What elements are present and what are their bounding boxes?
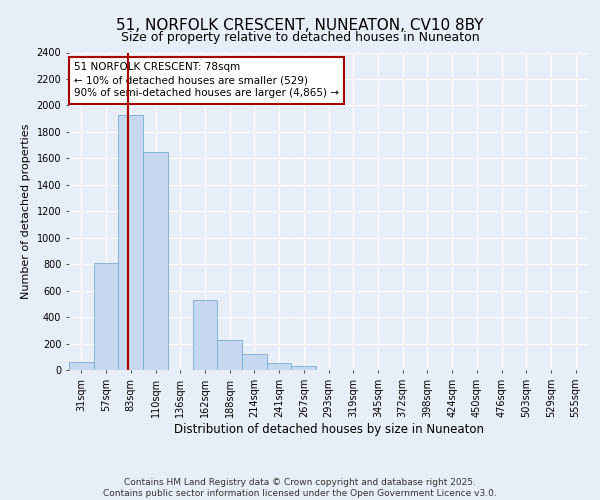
Text: Size of property relative to detached houses in Nuneaton: Size of property relative to detached ho…	[121, 31, 479, 44]
Bar	[242, 354, 267, 370]
Bar	[292, 366, 316, 370]
X-axis label: Distribution of detached houses by size in Nuneaton: Distribution of detached houses by size …	[173, 422, 484, 436]
Y-axis label: Number of detached properties: Number of detached properties	[21, 124, 31, 299]
Bar	[94, 263, 118, 370]
Bar	[143, 152, 168, 370]
Bar	[69, 362, 94, 370]
Bar	[217, 340, 242, 370]
Text: 51 NORFOLK CRESCENT: 78sqm
← 10% of detached houses are smaller (529)
90% of sem: 51 NORFOLK CRESCENT: 78sqm ← 10% of deta…	[74, 62, 339, 98]
Text: Contains HM Land Registry data © Crown copyright and database right 2025.
Contai: Contains HM Land Registry data © Crown c…	[103, 478, 497, 498]
Bar	[267, 362, 292, 370]
Bar	[193, 300, 217, 370]
Bar	[118, 114, 143, 370]
Text: 51, NORFOLK CRESCENT, NUNEATON, CV10 8BY: 51, NORFOLK CRESCENT, NUNEATON, CV10 8BY	[116, 18, 484, 32]
